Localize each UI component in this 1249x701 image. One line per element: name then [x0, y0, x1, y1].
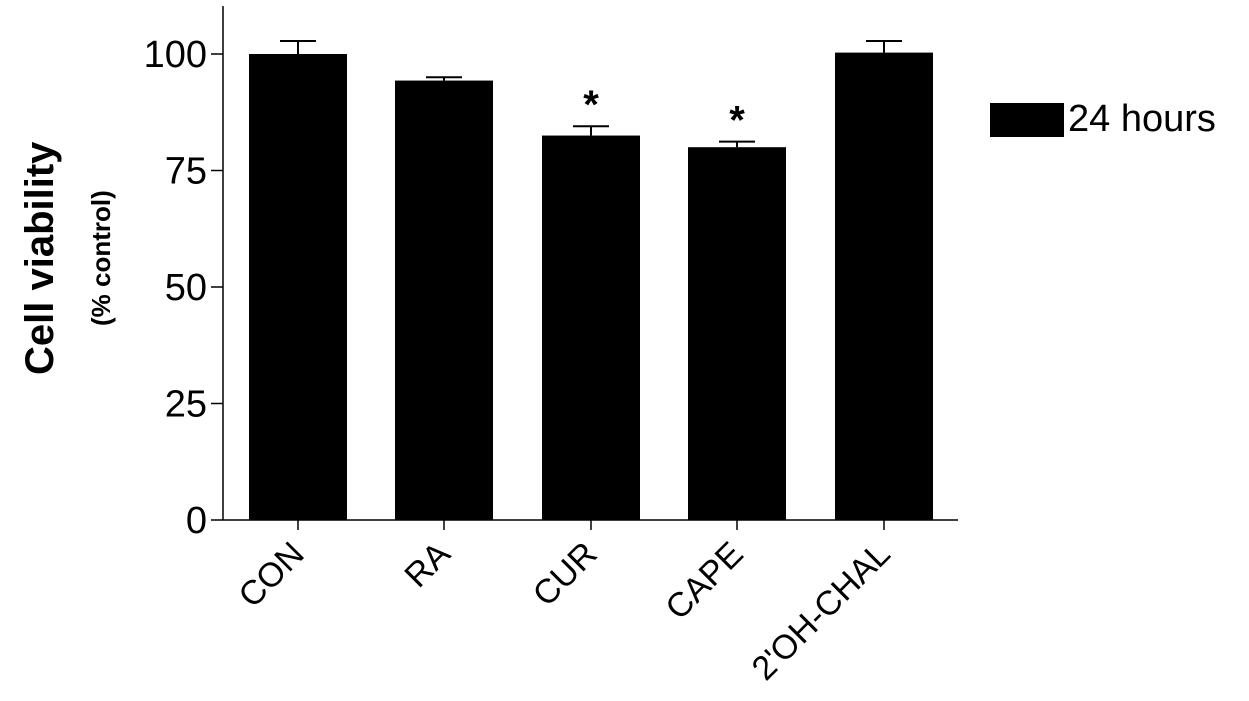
x-tick-label: RA — [397, 535, 457, 595]
legend-label: 24 hours — [1068, 98, 1216, 140]
x-tick-label: CAPE — [658, 535, 750, 627]
y-tick-label: 100 — [144, 34, 207, 76]
y-tick-label: 0 — [186, 500, 207, 542]
y-tick-label: 75 — [165, 151, 207, 193]
y-tick-label: 50 — [165, 267, 207, 309]
y-axis-label: Cell viability — [18, 141, 62, 375]
x-tick-label: CUR — [526, 535, 605, 614]
significance-marker: * — [729, 99, 745, 143]
legend: 24 hours — [990, 98, 1216, 141]
bar — [542, 135, 640, 521]
bar — [688, 147, 786, 520]
y-tick-label: 25 — [165, 384, 207, 426]
y-axis-sublabel: (% control) — [86, 190, 116, 326]
bar — [835, 52, 933, 521]
x-tick-label: CON — [231, 535, 311, 615]
x-tick-label: 2'OH-CHAL — [745, 535, 898, 688]
bar — [249, 54, 347, 520]
legend-swatch — [990, 102, 1064, 137]
bar — [395, 80, 493, 520]
significance-marker: * — [583, 83, 599, 127]
